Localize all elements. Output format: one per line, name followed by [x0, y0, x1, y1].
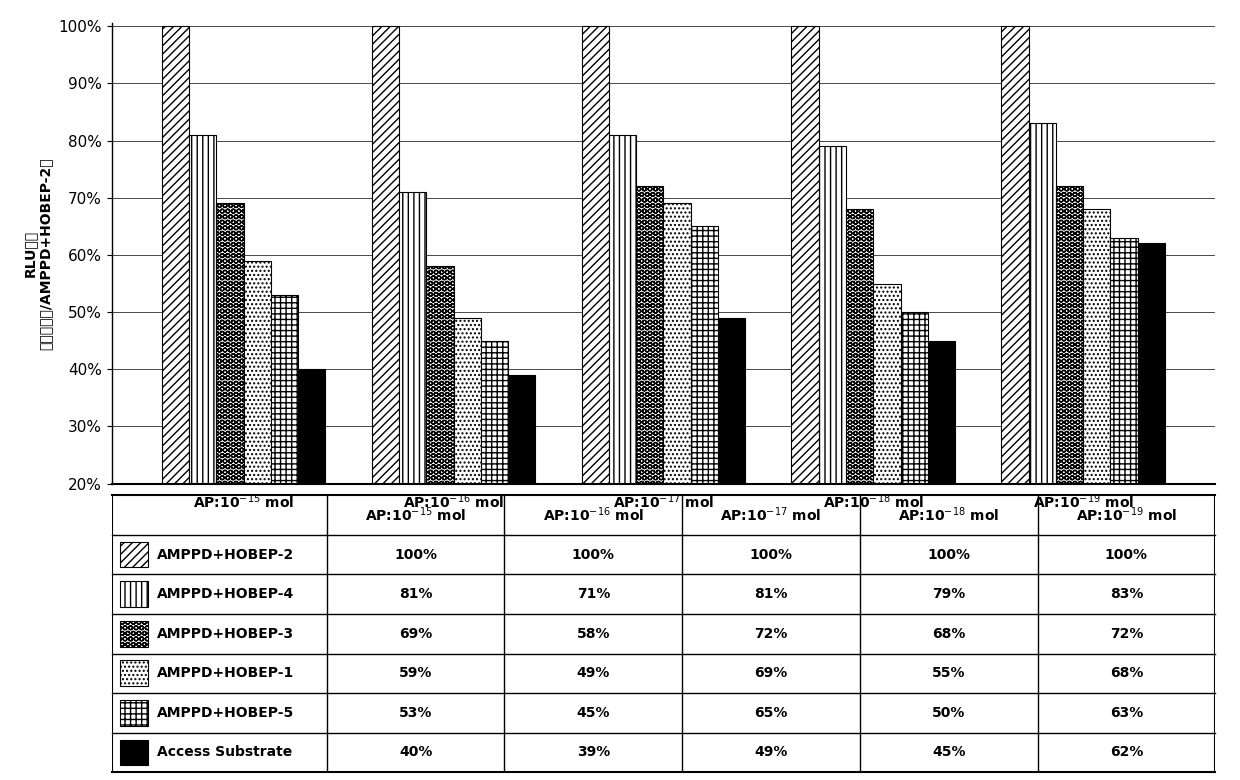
Text: 71%: 71%	[577, 587, 610, 601]
Text: 79%: 79%	[932, 587, 965, 601]
Text: 45%: 45%	[932, 746, 966, 760]
Bar	[818, 147, 846, 598]
Bar	[1002, 27, 1029, 598]
Text: AP:10$^{-19}$ mol: AP:10$^{-19}$ mol	[1076, 505, 1177, 524]
Bar	[900, 312, 928, 598]
Bar	[243, 261, 270, 598]
Text: 69%: 69%	[399, 627, 433, 640]
Text: 59%: 59%	[399, 666, 433, 680]
Bar	[663, 204, 691, 598]
Bar	[481, 341, 508, 598]
Bar	[120, 661, 148, 686]
Text: AP:10$^{-15}$ mol: AP:10$^{-15}$ mol	[365, 505, 466, 524]
Text: AMPPD+HOBEP-1: AMPPD+HOBEP-1	[156, 666, 294, 680]
Y-axis label: RLU比值
（不同底物/AMPPD+HOBEP-2）: RLU比值 （不同底物/AMPPD+HOBEP-2）	[22, 158, 53, 349]
Bar	[298, 369, 325, 598]
Text: 100%: 100%	[1105, 548, 1148, 562]
Text: 55%: 55%	[932, 666, 966, 680]
Bar	[718, 317, 745, 598]
Bar	[508, 375, 536, 598]
Text: 81%: 81%	[754, 587, 787, 601]
Bar	[636, 186, 663, 598]
Text: 100%: 100%	[572, 548, 615, 562]
Bar	[582, 27, 609, 598]
Text: 45%: 45%	[577, 706, 610, 720]
Bar	[372, 27, 399, 598]
Text: AP:10$^{-16}$ mol: AP:10$^{-16}$ mol	[543, 505, 644, 524]
Text: AP:10$^{-18}$ mol: AP:10$^{-18}$ mol	[898, 505, 999, 524]
Text: 53%: 53%	[399, 706, 433, 720]
Text: AP:10$^{-17}$ mol: AP:10$^{-17}$ mol	[720, 505, 822, 524]
Text: 49%: 49%	[577, 666, 610, 680]
Bar	[120, 739, 148, 765]
Text: 49%: 49%	[754, 746, 787, 760]
Text: 72%: 72%	[754, 627, 787, 640]
Text: 100%: 100%	[394, 548, 438, 562]
Bar	[161, 27, 188, 598]
Bar	[120, 581, 148, 607]
Bar	[270, 295, 298, 598]
Bar	[454, 317, 481, 598]
Text: 40%: 40%	[399, 746, 433, 760]
Text: 68%: 68%	[932, 627, 966, 640]
Text: 83%: 83%	[1110, 587, 1143, 601]
Text: 100%: 100%	[749, 548, 792, 562]
Bar	[609, 135, 636, 598]
Bar	[791, 27, 818, 598]
Bar	[846, 209, 873, 598]
Text: AMPPD+HOBEP-3: AMPPD+HOBEP-3	[156, 627, 294, 640]
Text: 72%: 72%	[1110, 627, 1143, 640]
Bar	[427, 266, 454, 598]
Bar	[399, 192, 427, 598]
Bar	[873, 283, 900, 598]
Text: 58%: 58%	[577, 627, 610, 640]
Bar	[928, 341, 955, 598]
Text: AMPPD+HOBEP-5: AMPPD+HOBEP-5	[156, 706, 294, 720]
Text: Access Substrate: Access Substrate	[156, 746, 293, 760]
Text: 69%: 69%	[754, 666, 787, 680]
Bar	[120, 621, 148, 647]
Bar	[1056, 186, 1084, 598]
Text: 65%: 65%	[754, 706, 787, 720]
Text: 68%: 68%	[1110, 666, 1143, 680]
Bar	[691, 226, 718, 598]
Bar	[216, 204, 243, 598]
Text: 63%: 63%	[1110, 706, 1143, 720]
Bar	[1138, 243, 1166, 598]
Text: 81%: 81%	[399, 587, 433, 601]
Bar	[120, 542, 148, 568]
Text: 100%: 100%	[928, 548, 970, 562]
Text: AMPPD+HOBEP-2: AMPPD+HOBEP-2	[156, 548, 294, 562]
Bar	[188, 135, 216, 598]
Bar	[1084, 209, 1111, 598]
Text: 50%: 50%	[932, 706, 966, 720]
Text: 39%: 39%	[577, 746, 610, 760]
Bar	[1029, 123, 1056, 598]
Bar	[120, 700, 148, 725]
Bar	[1111, 238, 1138, 598]
Text: 62%: 62%	[1110, 746, 1143, 760]
Text: AMPPD+HOBEP-4: AMPPD+HOBEP-4	[156, 587, 294, 601]
